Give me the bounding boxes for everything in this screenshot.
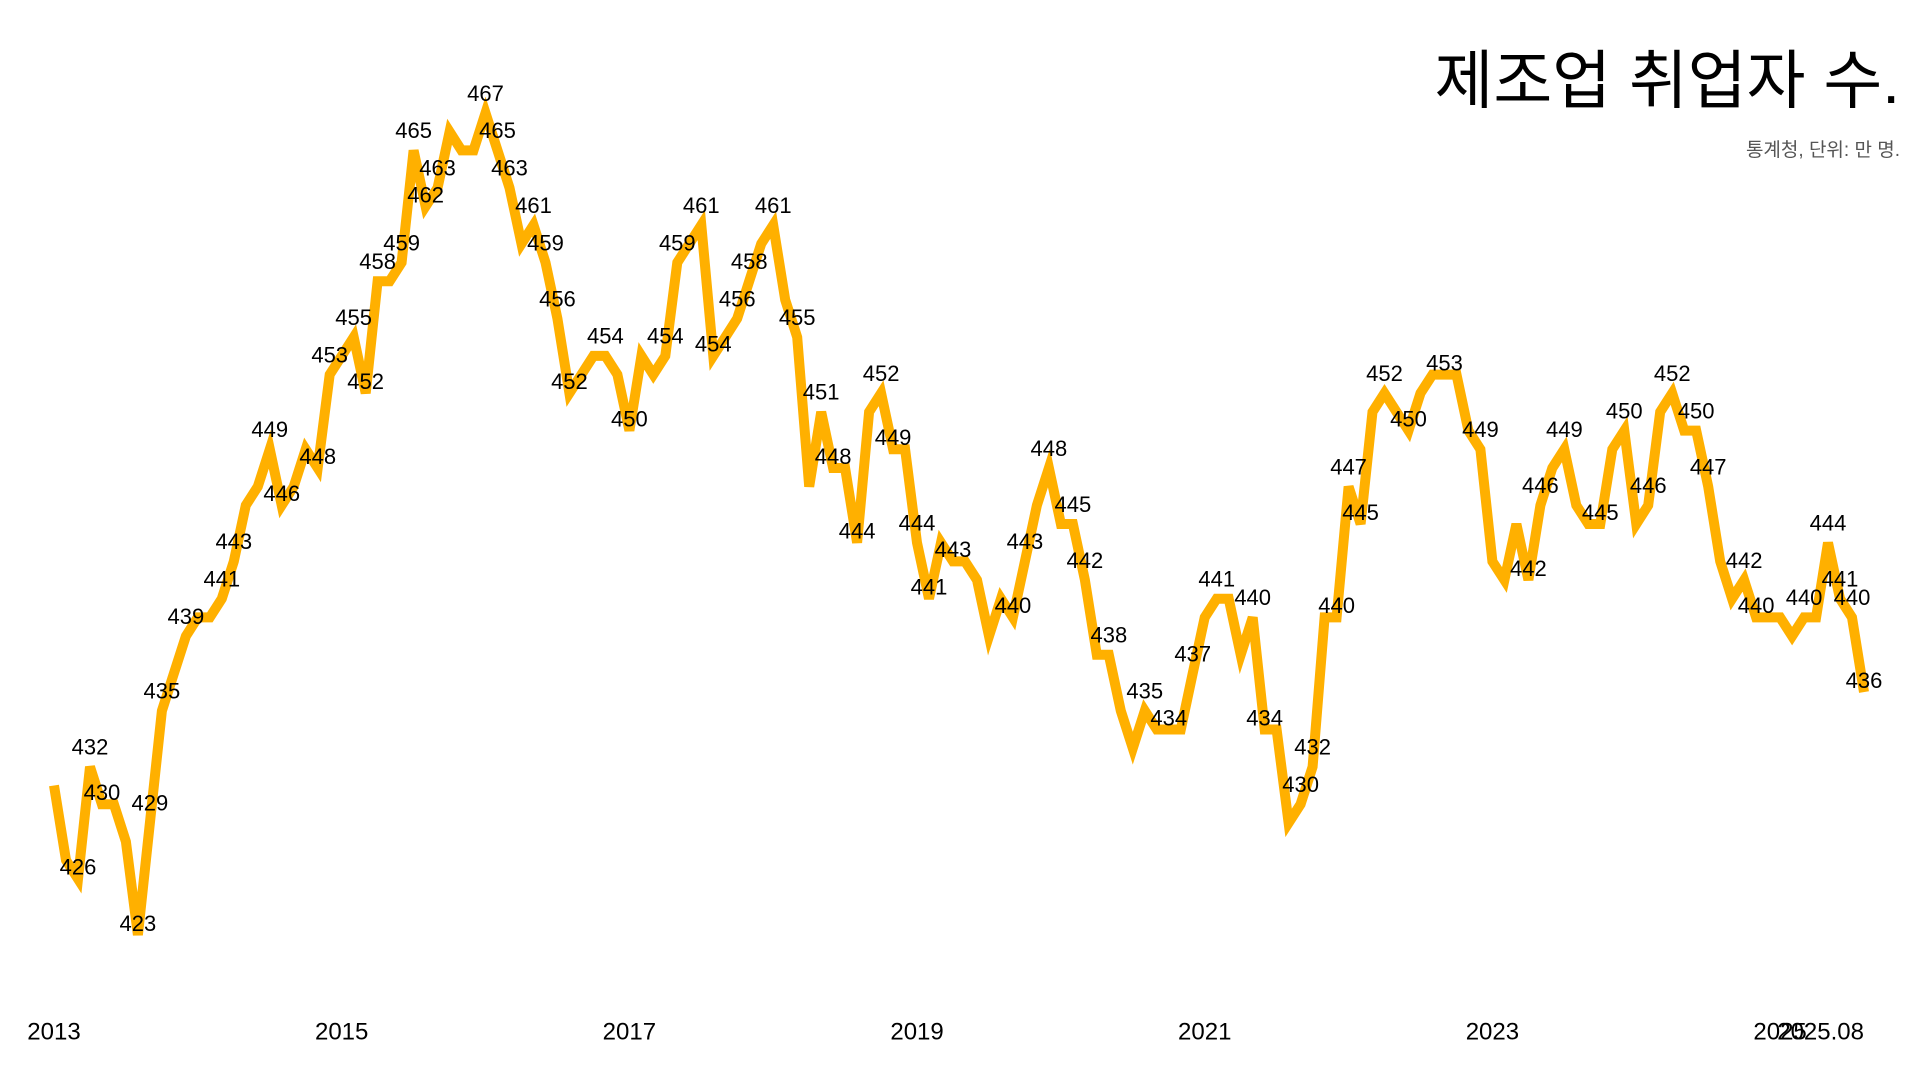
- data-label: 441: [203, 567, 240, 592]
- data-label: 440: [1318, 593, 1355, 618]
- data-label: 436: [1846, 668, 1883, 693]
- data-label: 454: [647, 324, 684, 349]
- data-label: 452: [863, 361, 900, 386]
- data-line: [49, 96, 1869, 936]
- data-label: 442: [1726, 548, 1763, 573]
- data-label: 454: [695, 332, 732, 357]
- data-label: 443: [1007, 529, 1044, 554]
- data-label: 440: [995, 593, 1032, 618]
- data-label: 450: [1390, 406, 1427, 431]
- data-label: 444: [899, 510, 936, 535]
- data-label: 453: [311, 342, 348, 367]
- data-label: 461: [515, 193, 552, 218]
- x-tick-label: 2025: [1753, 1018, 1806, 1045]
- data-label: 449: [875, 425, 912, 450]
- data-label: 458: [359, 249, 396, 274]
- data-label: 451: [803, 380, 840, 405]
- data-label: 449: [1462, 417, 1499, 442]
- data-label: 450: [1606, 398, 1643, 423]
- data-label: 439: [167, 604, 204, 629]
- data-label: 452: [551, 369, 588, 394]
- data-label: 443: [215, 529, 252, 554]
- data-label: 467: [467, 81, 504, 106]
- data-label: 459: [527, 230, 564, 255]
- data-label: 437: [1174, 641, 1211, 666]
- data-label: 450: [611, 406, 648, 431]
- data-label: 452: [1366, 361, 1403, 386]
- data-label: 440: [1834, 585, 1871, 610]
- data-label: 441: [1198, 567, 1235, 592]
- data-label: 463: [419, 156, 456, 181]
- data-label: 448: [815, 444, 852, 469]
- data-label: 448: [1031, 436, 1068, 461]
- x-tick-label: 2017: [603, 1018, 656, 1045]
- x-tick-label: 2013: [27, 1018, 80, 1045]
- data-label: 447: [1330, 454, 1367, 479]
- x-tick-label: 2019: [890, 1018, 943, 1045]
- data-label: 434: [1150, 705, 1187, 730]
- data-label: 432: [1294, 735, 1331, 760]
- data-label: 453: [1426, 350, 1463, 375]
- data-label: 456: [719, 286, 756, 311]
- x-tick-label: 2015: [315, 1018, 368, 1045]
- data-label: 455: [335, 305, 372, 330]
- data-label: 449: [251, 417, 288, 442]
- data-label: 452: [1654, 361, 1691, 386]
- data-label: 446: [1522, 473, 1559, 498]
- data-label: 461: [683, 193, 720, 218]
- data-label: 441: [1822, 567, 1859, 592]
- data-label: 442: [1510, 556, 1547, 581]
- data-label: 435: [144, 679, 181, 704]
- data-label: 463: [491, 156, 528, 181]
- chart-subtitle: 통계청, 단위: 만 명.: [1746, 139, 1900, 161]
- data-label: 430: [1282, 772, 1319, 797]
- data-label: 450: [1678, 398, 1715, 423]
- data-label: 440: [1738, 593, 1775, 618]
- x-tick-label: 2025.08: [1777, 1018, 1864, 1045]
- data-label: 458: [731, 249, 768, 274]
- data-label: 445: [1582, 500, 1619, 525]
- data-label: 454: [587, 324, 624, 349]
- x-tick-label: 2021: [1178, 1018, 1231, 1045]
- data-label: 435: [1126, 679, 1163, 704]
- data-label: 465: [395, 118, 432, 143]
- data-label: 456: [539, 286, 576, 311]
- data-label: 446: [1630, 473, 1667, 498]
- data-label: 459: [659, 230, 696, 255]
- data-label: 455: [779, 305, 816, 330]
- data-label: 445: [1055, 492, 1092, 517]
- data-label: 448: [299, 444, 336, 469]
- data-label: 462: [407, 182, 444, 207]
- data-label: 426: [60, 855, 97, 880]
- data-label: 449: [1546, 417, 1583, 442]
- data-label: 442: [1067, 548, 1104, 573]
- data-label: 429: [132, 791, 169, 816]
- data-label: 447: [1690, 454, 1727, 479]
- x-tick-label: 2023: [1466, 1018, 1519, 1045]
- data-label: 459: [383, 230, 420, 255]
- data-label: 432: [72, 735, 109, 760]
- data-label: 440: [1234, 585, 1271, 610]
- data-label: 430: [84, 780, 121, 805]
- data-label: 440: [1786, 585, 1823, 610]
- data-label: 423: [120, 911, 157, 936]
- data-label: 438: [1090, 623, 1127, 648]
- data-label: 445: [1342, 500, 1379, 525]
- chart-title: 제조업 취업자 수.: [1434, 45, 1900, 117]
- data-label: 444: [1810, 510, 1847, 535]
- data-label: 443: [935, 537, 972, 562]
- data-label: 465: [479, 118, 516, 143]
- data-label: 444: [839, 518, 876, 543]
- data-label: 441: [911, 575, 948, 600]
- data-label: 446: [263, 481, 300, 506]
- data-label: 434: [1246, 705, 1283, 730]
- data-label: 461: [755, 193, 792, 218]
- data-label: 452: [347, 369, 384, 394]
